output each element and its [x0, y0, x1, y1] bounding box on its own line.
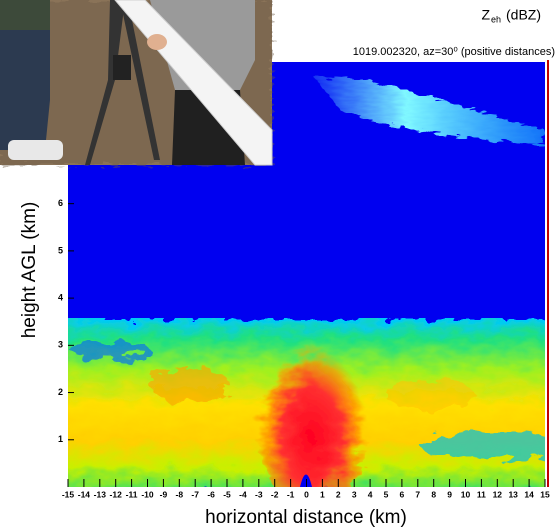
x-tick-label: -11	[126, 489, 138, 499]
x-tick-label: -5	[223, 489, 231, 499]
y-tick-label: 3	[58, 340, 63, 350]
photo	[0, 0, 272, 165]
x-tick-label: -9	[160, 489, 168, 499]
x-tick-label: -15	[62, 489, 75, 499]
x-tick-label: 12	[493, 489, 503, 499]
x-tick-label: 10	[461, 489, 471, 499]
x-tick-label: 2	[336, 489, 341, 499]
chart-title-subscript: eh	[491, 14, 501, 24]
x-tick-label: 15	[540, 489, 550, 499]
x-tick-label: 1	[320, 489, 325, 499]
y-tick-label: 2	[58, 387, 63, 397]
x-tick-label: -13	[94, 489, 107, 499]
x-tick-label: 8	[431, 489, 436, 499]
x-tick-label: 11	[477, 489, 486, 499]
x-tick-label: -14	[78, 489, 91, 499]
x-tick-label: -8	[176, 489, 184, 499]
x-tick-label: -1	[287, 489, 295, 499]
chart-title: Z	[481, 7, 490, 23]
y-tick-label: 5	[58, 245, 63, 255]
subtitle: 1019.002320, az=30⁰ (positive distances)	[353, 46, 555, 58]
x-tick-label: 4	[368, 489, 373, 499]
x-axis-label: horizontal distance (km)	[205, 507, 407, 528]
x-tick-label: -4	[239, 489, 247, 499]
x-tick-label: 14	[524, 489, 534, 499]
x-tick-label: -3	[255, 489, 263, 499]
y-tick-label: 4	[58, 292, 63, 302]
y-tick-label: 6	[58, 198, 63, 208]
x-tick-label: 7	[415, 489, 420, 499]
x-tick-label: -10	[141, 489, 154, 499]
y-axis-label: height AGL (km)	[19, 202, 40, 339]
y-tick-label: 1	[58, 434, 63, 444]
x-tick-label: 0	[304, 489, 309, 499]
x-tick-label: 3	[352, 489, 357, 499]
x-tick-label: -6	[207, 489, 215, 499]
x-tick-label: 5	[384, 489, 389, 499]
chart: -15-14-13-12-11-10-9-8-7-6-5-4-3-2-10123…	[0, 0, 556, 531]
chart-title-unit: (dBZ)	[506, 7, 541, 23]
x-tick-label: 9	[447, 489, 452, 499]
x-tick-label: -12	[110, 489, 123, 499]
x-tick-label: -7	[191, 489, 199, 499]
x-tick-label: 6	[400, 489, 405, 499]
x-tick-label: -2	[271, 489, 279, 499]
x-tick-label: 13	[508, 489, 518, 499]
